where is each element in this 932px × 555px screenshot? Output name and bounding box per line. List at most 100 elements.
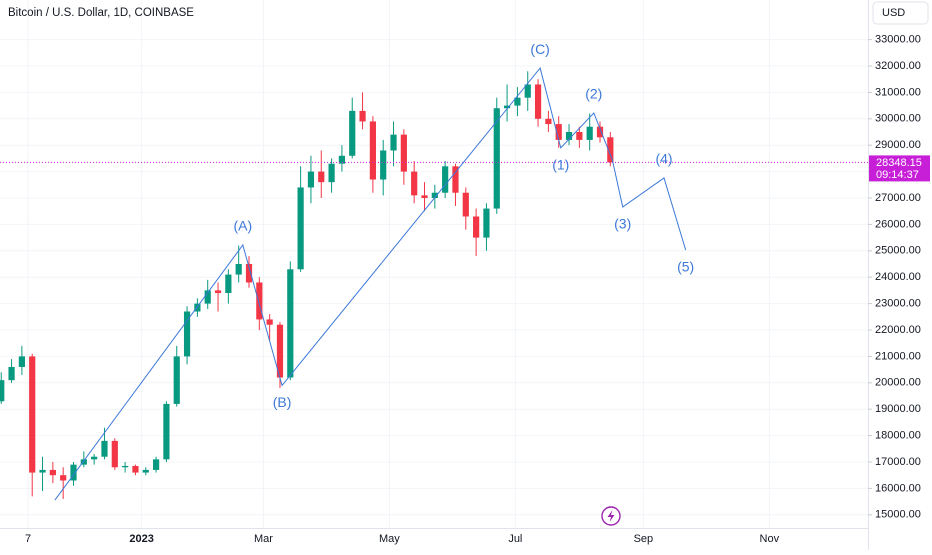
last-price-label: 28348.15 — [876, 157, 922, 169]
wave-label: (B) — [273, 394, 292, 410]
candle-body — [390, 134, 397, 151]
candle-body — [235, 264, 242, 275]
wave-label: (1) — [552, 157, 569, 173]
plot — [0, 67, 868, 501]
candle-body — [421, 195, 428, 198]
candle-body — [452, 166, 459, 193]
y-tick-label: 15000.00 — [875, 509, 921, 521]
y-tick-label: 19000.00 — [875, 403, 921, 415]
candle-body — [565, 132, 573, 140]
candle-body — [607, 137, 614, 163]
candle-body — [400, 134, 407, 172]
y-tick-label: 25000.00 — [875, 245, 921, 257]
candle-body — [204, 290, 211, 304]
last-price-box — [869, 155, 930, 182]
candle-body — [576, 132, 583, 140]
candle-body — [596, 126, 604, 138]
candle-body — [287, 269, 294, 378]
candle-body — [132, 465, 139, 473]
candle-body — [524, 84, 531, 98]
y-tick-label: 24000.00 — [875, 271, 921, 283]
y-tick-label: 20000.00 — [875, 377, 921, 389]
candle-body — [411, 171, 418, 196]
candle-body — [349, 110, 356, 156]
y-tick-label: 17000.00 — [875, 456, 921, 468]
wave-label: (3) — [614, 216, 631, 232]
candle-body — [29, 356, 36, 473]
candle-body — [276, 324, 284, 378]
candle-body — [297, 187, 304, 270]
candle-body — [142, 469, 149, 473]
candle-body — [473, 216, 480, 238]
candle-body — [245, 264, 253, 283]
candle-body — [307, 171, 315, 188]
candle-body — [0, 380, 5, 402]
wave-path — [54, 67, 687, 501]
candle-body — [380, 150, 387, 180]
y-tick-label: 32000.00 — [875, 60, 921, 72]
y-tick-label: 31000.00 — [875, 86, 921, 98]
candle-body — [152, 459, 160, 470]
x-tick-label: 2023 — [129, 533, 153, 545]
x-tick-label: Mar — [254, 533, 273, 545]
currency-label: USD — [882, 7, 905, 19]
candle-body — [111, 440, 118, 468]
candle-body — [493, 108, 500, 209]
candle-body — [503, 105, 511, 109]
candle-body — [80, 459, 87, 465]
candle-body — [173, 356, 180, 404]
candle-body — [256, 282, 263, 320]
candle-body — [318, 171, 325, 183]
wave-label: (2) — [585, 86, 602, 102]
y-tick-label: 30000.00 — [875, 113, 921, 125]
candle-body — [101, 440, 108, 457]
x-tick-label: Nov — [760, 533, 780, 545]
candle-body — [214, 290, 222, 294]
wave-label: (5) — [677, 259, 694, 275]
candle-body — [70, 464, 77, 481]
candle-body — [483, 208, 490, 238]
candle-body — [462, 192, 469, 217]
y-tick-label: 26000.00 — [875, 218, 921, 230]
candle-body — [369, 121, 376, 180]
lightning-glyph — [607, 510, 615, 522]
candle-body — [359, 110, 366, 122]
y-tick-label: 29000.00 — [875, 139, 921, 151]
y-tick-label: 23000.00 — [875, 298, 921, 310]
candle-body — [555, 124, 562, 140]
y-tick-label: 27000.00 — [875, 192, 921, 204]
candle-body — [514, 97, 521, 106]
countdown-label: 09:14:37 — [876, 169, 919, 181]
candle-body — [328, 163, 335, 183]
candle-body — [266, 319, 273, 325]
currency-button[interactable] — [872, 1, 929, 25]
x-tick-label: 7 — [25, 533, 31, 545]
candle-body — [194, 303, 201, 312]
candle-body — [49, 469, 56, 476]
x-tick-label: Sep — [634, 533, 654, 545]
candle-body — [91, 456, 98, 460]
candle-body — [586, 126, 593, 140]
candle-body — [545, 118, 552, 125]
candle-body — [338, 155, 346, 164]
candle-body — [122, 465, 129, 468]
candle-body — [225, 274, 232, 294]
y-tick-label: 33000.00 — [875, 34, 921, 46]
x-tick-label: Jul — [508, 533, 522, 545]
y-tick-label: 21000.00 — [875, 350, 921, 362]
chart-title: Bitcoin / U.S. Dollar, 1D, COINBASE — [8, 7, 194, 19]
candle-body — [60, 475, 67, 481]
y-tick-label: 18000.00 — [875, 430, 921, 442]
candle-body — [431, 192, 438, 198]
wave-label: (4) — [655, 151, 672, 167]
x-tick-label: May — [379, 533, 400, 545]
candle-body — [18, 356, 25, 367]
candle-body — [183, 311, 191, 357]
wave-label: (C) — [530, 41, 549, 57]
candle-body — [534, 84, 542, 119]
candle-body — [442, 166, 449, 193]
candle-body — [39, 469, 46, 473]
